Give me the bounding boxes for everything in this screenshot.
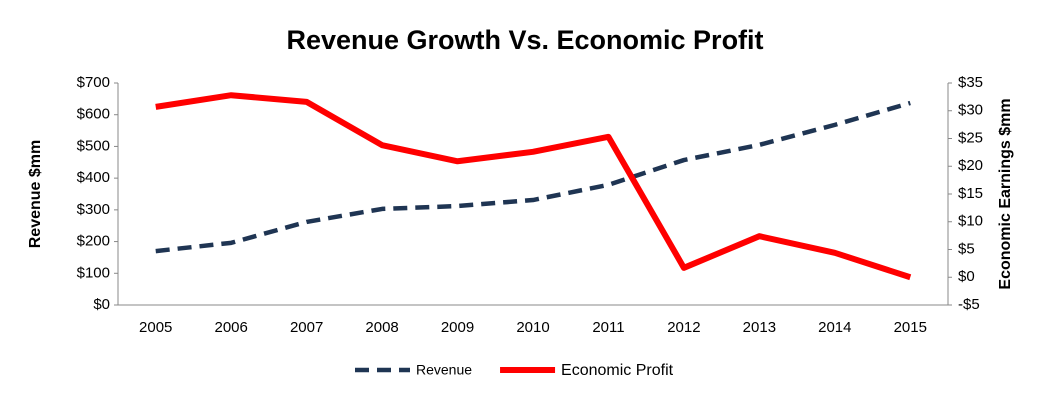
x-tick-label: 2005 [139,319,172,336]
y-axis-title: Revenue $mm [27,140,44,249]
series-line [155,100,911,254]
y2-tick-label: $25 [958,129,983,146]
y-tick-label: $0 [93,296,110,313]
x-tick-label: 2009 [441,319,474,336]
x-tick-label: 2008 [365,319,398,336]
y-tick-label: $700 [77,74,110,91]
y2-tick-label: $30 [958,102,983,119]
x-tick-label: 2012 [667,319,700,336]
y2-tick-label: $0 [958,268,975,285]
y-tick-label: $100 [77,264,110,281]
y2-tick-label: $15 [958,185,983,202]
y-tick-label: $400 [77,169,110,186]
legend-label: Revenue [416,362,472,378]
legend-label: Economic Profit [561,362,674,379]
x-tick-label: 2014 [818,319,851,336]
x-tick-label: 2013 [743,319,776,336]
y2-tick-label: $5 [958,240,975,257]
x-tick-label: 2006 [214,319,247,336]
y2-tick-label: $20 [958,157,983,174]
y2-tick-label: $35 [958,74,983,91]
chart-title: Revenue Growth Vs. Economic Profit [286,25,763,55]
series-line [155,92,912,281]
y2-axis-title: Economic Earnings $mm [997,98,1014,289]
x-tick-label: 2010 [516,319,549,336]
y-tick-label: $600 [77,106,110,123]
y-tick-label: $500 [77,137,110,154]
x-tick-label: 2015 [894,319,927,336]
y-tick-label: $200 [77,233,110,250]
y2-tick-label: -$5 [958,296,980,313]
x-tick-label: 2011 [592,319,624,336]
y2-tick-label: $10 [958,213,983,230]
y-tick-label: $300 [77,201,110,218]
x-tick-label: 2007 [290,319,323,336]
